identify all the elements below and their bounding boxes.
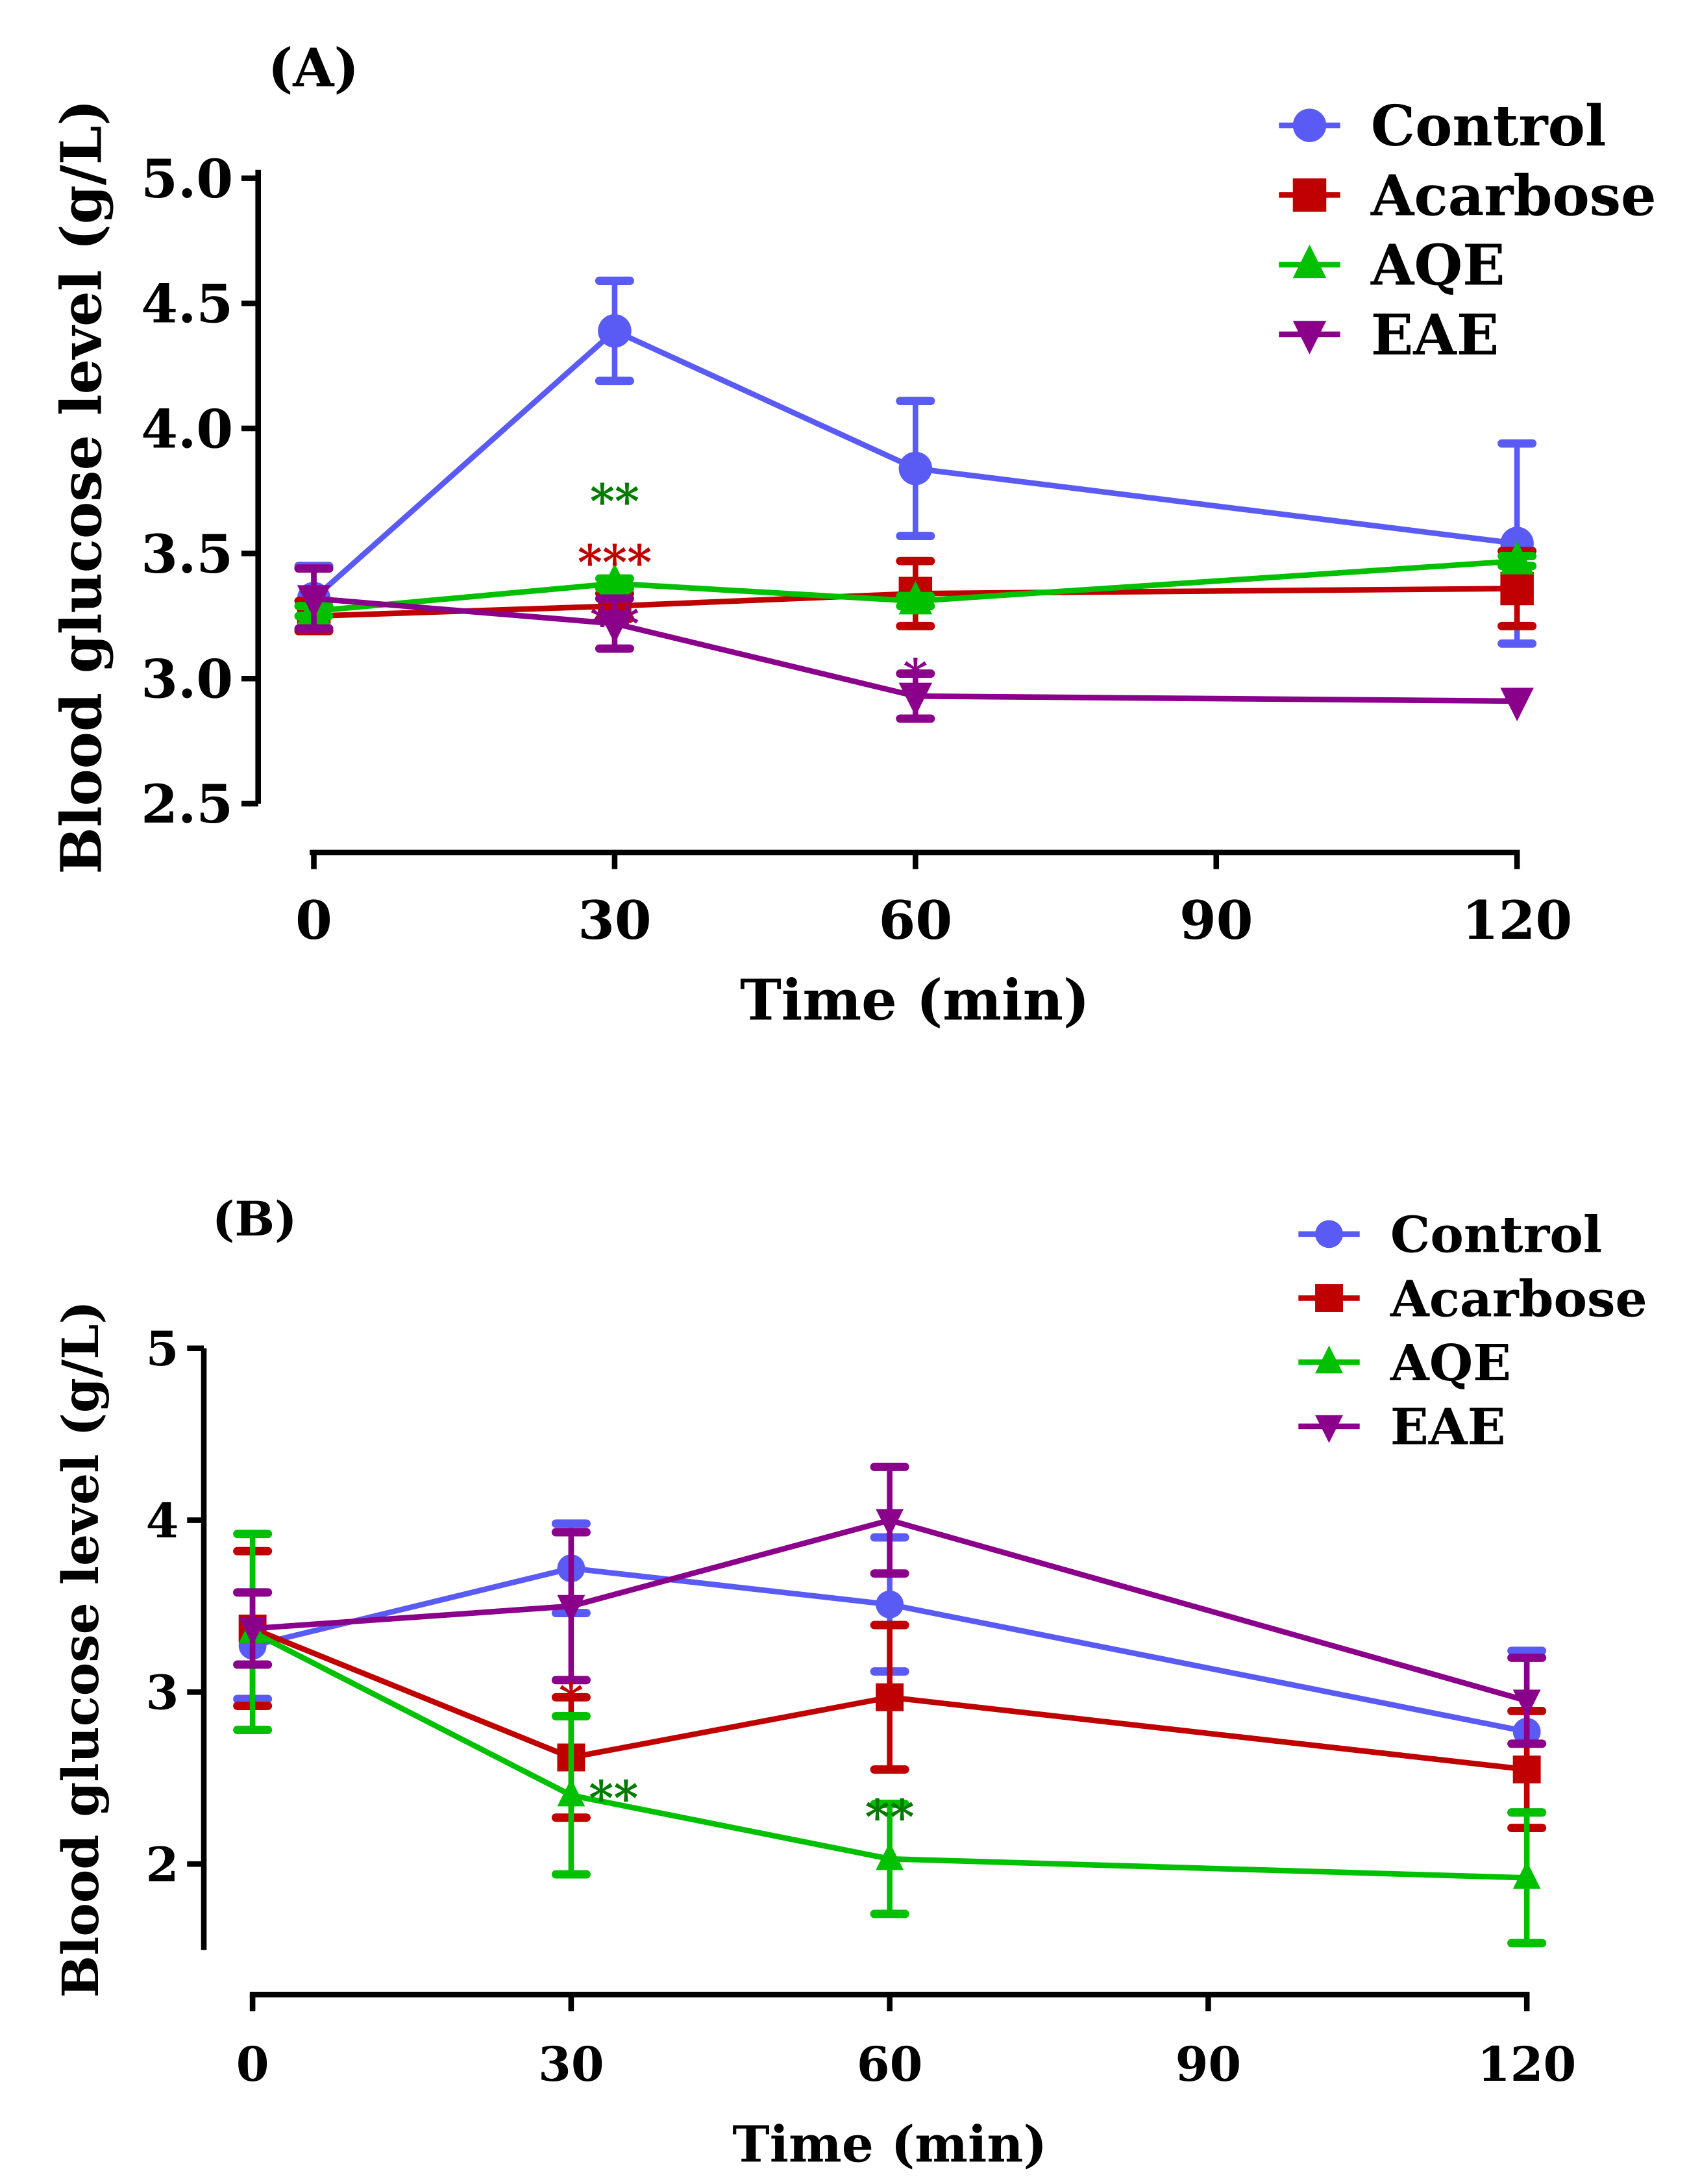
series-line: [251, 1629, 1527, 1881]
data-point: [1500, 541, 1534, 575]
data-point: [876, 1842, 904, 1870]
y-tick-label: 2.5: [141, 773, 233, 836]
legend-label: Control: [1371, 93, 1607, 159]
series-line: [314, 558, 1518, 614]
data-point: [1512, 1689, 1541, 1718]
data-point: [876, 1509, 904, 1537]
data-point: [898, 580, 933, 615]
x-tick-label: 30: [578, 889, 651, 952]
panel-a: (A) 2.5 3.0 3.5 4.0 4.5 5.0 0 30 60 90 120 Time (min…: [49, 37, 1656, 1033]
y-tick-label: 3.5: [141, 523, 233, 586]
y-tick-label: 5.0: [141, 148, 233, 210]
data-point: [898, 682, 933, 717]
legend-marker: [1292, 178, 1327, 212]
x-tick-label: 30: [538, 2037, 604, 2092]
legend-marker: [1315, 1220, 1343, 1248]
data-point: [876, 1683, 904, 1711]
data-point: [1500, 571, 1534, 606]
legend-label: EAE: [1390, 1398, 1506, 1457]
data-point: [1500, 688, 1534, 721]
significance-marker: **: [865, 1790, 914, 1845]
data-point: [898, 451, 933, 486]
y-axis-label: Blood glucose level (g/L): [49, 99, 114, 875]
series-line: [314, 595, 1518, 704]
x-tick-label: 0: [236, 2037, 269, 2092]
data-point: [557, 1595, 585, 1623]
x-axis-label: Time (min): [732, 2115, 1047, 2174]
legend-label: AQE: [1390, 1334, 1511, 1393]
significance-marker: **: [589, 1771, 638, 1826]
significance-marker: *: [903, 650, 928, 705]
legend-label: EAE: [1371, 303, 1499, 368]
y-tick-label: 4.0: [141, 398, 233, 460]
panel-b: (B) 2 3 4 5 0 30 60 90 120 Time (min) Blood glucose…: [51, 1192, 1647, 2174]
legend-label: Control: [1390, 1206, 1602, 1265]
series-line: [252, 1517, 1528, 1704]
x-tick-label: 120: [1462, 889, 1572, 952]
legend-marker: [1315, 1415, 1343, 1443]
legend-marker: [1292, 244, 1327, 279]
legend-label: Acarbose: [1370, 163, 1657, 229]
legend-label: Acarbose: [1390, 1269, 1647, 1328]
data-point: [1512, 1861, 1541, 1889]
y-tick-label: 2: [146, 1837, 179, 1892]
legend-marker: [1315, 1284, 1343, 1312]
series-eae: [233, 1463, 1547, 1748]
data-point: [598, 563, 632, 597]
data-point: [297, 585, 331, 619]
panel-label: (A): [268, 37, 359, 99]
y-tick-label: 5: [146, 1322, 179, 1377]
x-tick-label: 90: [1179, 889, 1253, 952]
series-line: [252, 1565, 1528, 1735]
data-point: [1512, 1756, 1541, 1783]
significance-marker: ***: [578, 536, 652, 591]
data-point: [598, 314, 632, 348]
x-tick-label: 120: [1477, 2037, 1576, 2092]
x-tick-label: 0: [295, 889, 332, 952]
x-tick-label: 60: [879, 889, 952, 952]
series-line: [312, 327, 1518, 601]
data-point: [238, 1617, 267, 1646]
x-axis-label: Time (min): [740, 967, 1090, 1033]
legend-label: AQE: [1370, 233, 1505, 299]
legend-marker: [1292, 321, 1327, 354]
data-point: [557, 1778, 585, 1807]
y-tick-label: 3.0: [141, 649, 233, 711]
y-tick-label: 4.5: [141, 273, 233, 336]
data-point: [598, 610, 632, 644]
series-eae: [294, 564, 1534, 723]
legend-marker: [1315, 1345, 1343, 1374]
series-line: [251, 1626, 1527, 1772]
data-point: [876, 1590, 904, 1619]
series-aqe: [294, 541, 1537, 625]
y-tick-label: 4: [146, 1494, 179, 1549]
significance-marker: *: [559, 1673, 584, 1728]
x-tick-label: 60: [857, 2037, 923, 2092]
significance-marker: **: [590, 597, 639, 652]
panel-label: (B): [212, 1192, 297, 1247]
y-axis-label: Blood glucose level (g/L): [51, 1300, 110, 1998]
y-tick-label: 3: [146, 1666, 179, 1721]
significance-marker: **: [590, 475, 639, 530]
legend-marker: [1292, 108, 1327, 142]
x-tick-label: 90: [1176, 2037, 1242, 2092]
